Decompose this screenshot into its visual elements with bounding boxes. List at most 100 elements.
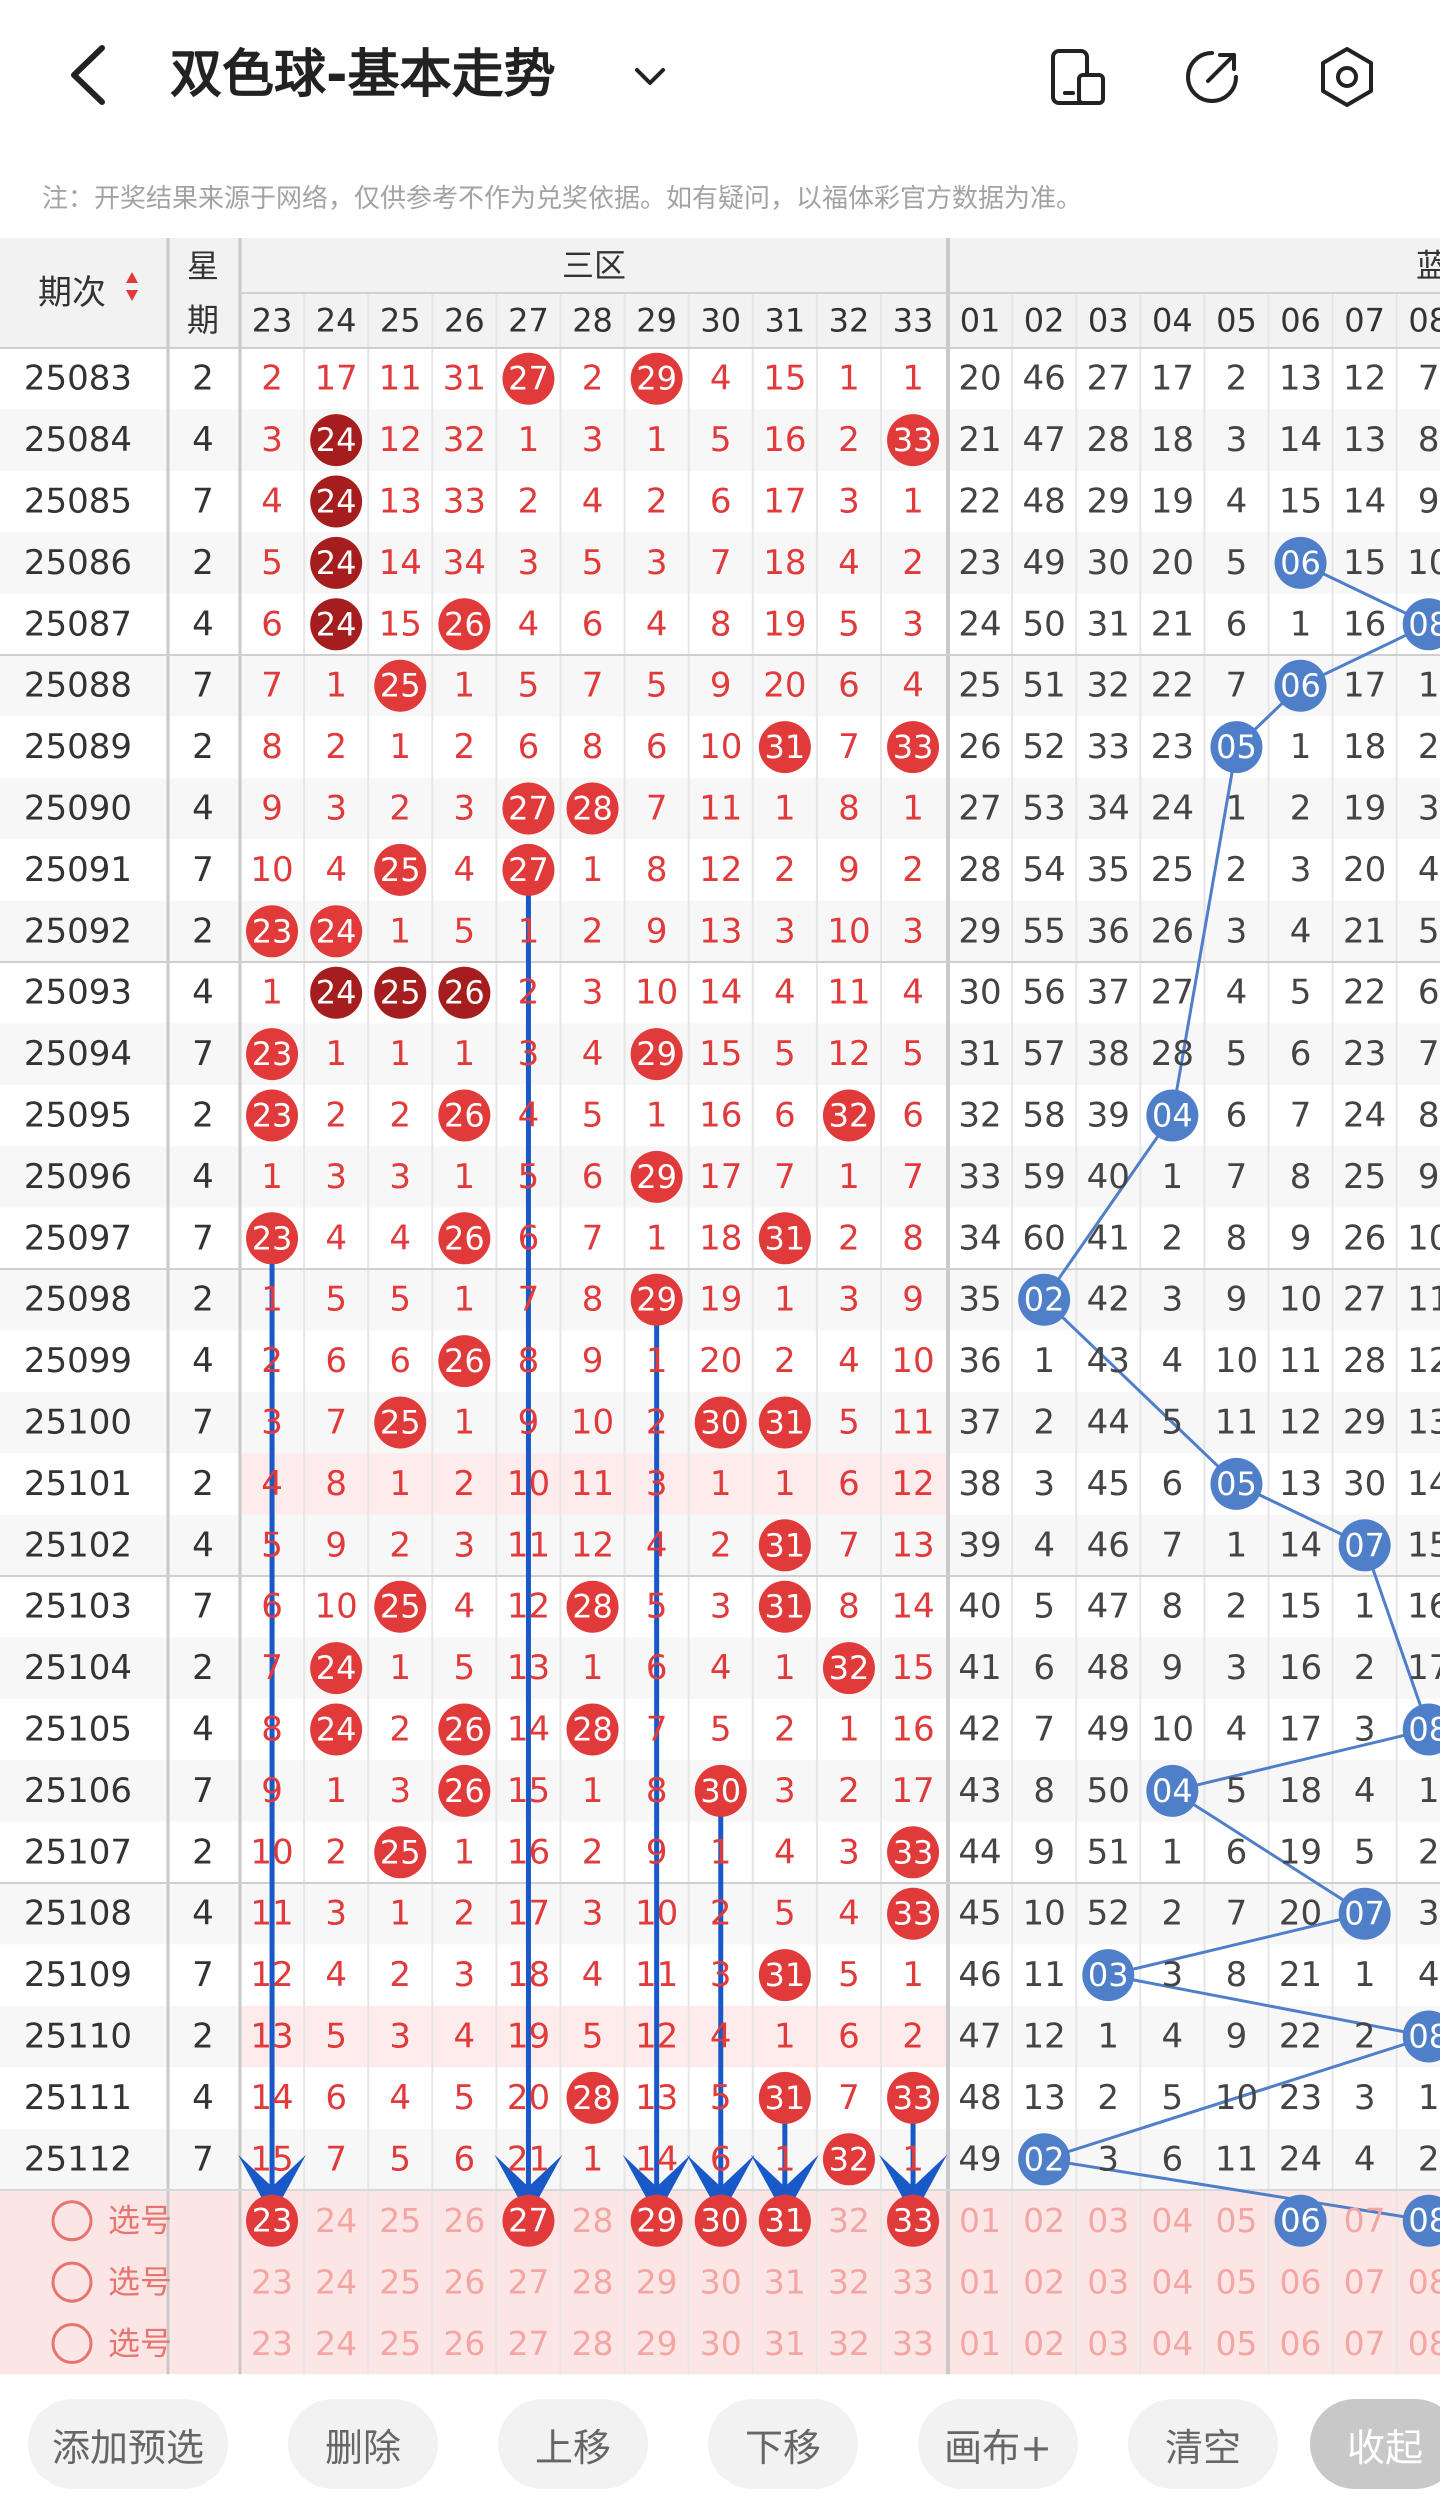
pick-blue-number[interactable]: 06 (1280, 2324, 1322, 2363)
pick-red-number[interactable]: 27 (507, 2324, 549, 2363)
period-column-header[interactable]: 期次 (38, 273, 106, 313)
pick-red-number-selected[interactable]: 30 (700, 2202, 741, 2240)
pick-red-ball-selected[interactable] (887, 2194, 940, 2247)
pick-red-number-selected[interactable]: 31 (764, 2202, 805, 2240)
pick-red-number[interactable]: 31 (764, 2263, 806, 2302)
period-cell[interactable]: 25090 (24, 789, 132, 829)
pick-blue-number[interactable]: 04 (1151, 2263, 1193, 2302)
period-cell[interactable]: 25083 (24, 359, 132, 399)
period-cell[interactable]: 25111 (24, 2078, 132, 2118)
period-cell[interactable]: 25103 (24, 1587, 132, 1627)
pick-blue-number[interactable]: 02 (1023, 2263, 1065, 2302)
pick-red-number[interactable]: 24 (315, 2263, 357, 2302)
pick-blue-number[interactable]: 03 (1087, 2201, 1129, 2240)
period-cell[interactable]: 25084 (24, 420, 132, 460)
period-cell[interactable]: 25095 (24, 1096, 132, 1136)
pick-red-number[interactable]: 29 (636, 2324, 678, 2363)
pick-blue-number[interactable]: 01 (959, 2324, 1001, 2363)
clear-button[interactable]: 清空 (1128, 2399, 1278, 2489)
period-cell[interactable]: 25086 (24, 543, 132, 583)
pick-blue-ball-selected[interactable] (1402, 2194, 1440, 2247)
pick-red-number[interactable]: 24 (315, 2324, 357, 2363)
pick-blue-number[interactable]: 07 (1344, 2263, 1386, 2302)
select-radio[interactable] (51, 2261, 93, 2303)
chevron-down-icon[interactable] (625, 52, 675, 102)
period-cell[interactable]: 25112 (24, 2139, 132, 2179)
pick-blue-number[interactable]: 07 (1344, 2324, 1386, 2363)
period-cell[interactable]: 25088 (24, 666, 132, 706)
period-cell[interactable]: 25109 (24, 1955, 132, 1995)
pick-red-number[interactable]: 26 (443, 2201, 485, 2240)
pick-blue-number[interactable]: 08 (1408, 2324, 1440, 2363)
pick-red-number[interactable]: 31 (764, 2324, 806, 2363)
pick-red-number-selected[interactable]: 29 (636, 2202, 677, 2240)
pick-blue-number[interactable]: 02 (1023, 2324, 1065, 2363)
pick-red-ball-selected[interactable] (630, 2194, 683, 2247)
period-cell[interactable]: 25087 (24, 604, 132, 644)
select-label[interactable]: 选号 (108, 2263, 172, 2301)
pick-red-number[interactable]: 24 (315, 2201, 357, 2240)
pick-red-number[interactable]: 32 (828, 2201, 870, 2240)
pick-red-number[interactable]: 33 (892, 2263, 934, 2302)
pick-red-number[interactable]: 25 (379, 2324, 421, 2363)
pick-blue-number[interactable]: 04 (1151, 2201, 1193, 2240)
pick-blue-number[interactable]: 06 (1280, 2263, 1322, 2302)
page-title[interactable]: 双色球-基本走势 (170, 45, 556, 105)
pick-red-number[interactable]: 30 (700, 2324, 742, 2363)
pick-blue-number[interactable]: 03 (1087, 2324, 1129, 2363)
pick-red-ball-selected[interactable] (694, 2194, 747, 2247)
pick-blue-ball-selected[interactable] (1274, 2194, 1327, 2247)
select-label[interactable]: 选号 (108, 2202, 172, 2240)
period-cell[interactable]: 25085 (24, 482, 132, 522)
sort-up-icon[interactable] (126, 272, 138, 283)
period-cell[interactable]: 25108 (24, 1894, 132, 1934)
pick-red-number-selected[interactable]: 27 (508, 2202, 549, 2240)
pick-red-number[interactable]: 25 (379, 2263, 421, 2302)
device-rotate-icon[interactable] (1045, 45, 1109, 109)
pick-blue-number[interactable]: 08 (1408, 2263, 1440, 2302)
move-down-button[interactable]: 下移 (708, 2399, 858, 2489)
pick-blue-number[interactable]: 02 (1023, 2201, 1065, 2240)
canvas-add-button[interactable]: 画布+ (918, 2399, 1078, 2489)
pick-blue-number-selected[interactable]: 08 (1408, 2202, 1440, 2240)
pick-red-number[interactable]: 32 (828, 2263, 870, 2302)
pick-red-number-selected[interactable]: 33 (893, 2202, 934, 2240)
period-cell[interactable]: 25102 (24, 1525, 132, 1565)
pick-red-number[interactable]: 29 (636, 2263, 678, 2302)
select-radio[interactable] (51, 2323, 93, 2364)
pick-red-number[interactable]: 26 (443, 2263, 485, 2302)
period-cell[interactable]: 25096 (24, 1157, 132, 1197)
period-cell[interactable]: 25091 (24, 850, 132, 890)
delete-button[interactable]: 删除 (288, 2399, 438, 2489)
pick-red-number[interactable]: 23 (251, 2324, 293, 2363)
pick-red-number[interactable]: 32 (828, 2324, 870, 2363)
pick-blue-number[interactable]: 01 (959, 2263, 1001, 2302)
pick-blue-number[interactable]: 05 (1215, 2201, 1257, 2240)
sort-down-icon[interactable] (126, 290, 138, 301)
select-radio[interactable] (51, 2200, 93, 2242)
period-cell[interactable]: 25101 (24, 1464, 132, 1504)
pick-red-number[interactable]: 26 (443, 2324, 485, 2363)
period-cell[interactable]: 25099 (24, 1341, 132, 1381)
period-cell[interactable]: 25098 (24, 1280, 132, 1320)
period-cell[interactable]: 25092 (24, 911, 132, 951)
collapse-button[interactable]: 收起 (1310, 2399, 1440, 2489)
period-cell[interactable]: 25093 (24, 973, 132, 1013)
period-cell[interactable]: 25110 (24, 2017, 132, 2057)
share-icon[interactable] (1180, 45, 1244, 109)
period-cell[interactable]: 25107 (24, 1832, 132, 1872)
settings-icon[interactable] (1315, 45, 1379, 109)
pick-blue-number[interactable]: 07 (1344, 2201, 1386, 2240)
period-cell[interactable]: 25105 (24, 1710, 132, 1750)
pick-red-number[interactable]: 33 (892, 2324, 934, 2363)
pick-red-number[interactable]: 30 (700, 2263, 742, 2302)
pick-red-number[interactable]: 23 (251, 2263, 293, 2302)
pick-red-ball-selected[interactable] (758, 2194, 811, 2247)
pick-red-number[interactable]: 28 (572, 2263, 614, 2302)
period-cell[interactable]: 25104 (24, 1648, 132, 1688)
move-up-button[interactable]: 上移 (498, 2399, 648, 2489)
pick-blue-number[interactable]: 05 (1215, 2263, 1257, 2302)
back-arrow-icon[interactable] (60, 40, 120, 110)
pick-red-ball-selected[interactable] (246, 2194, 299, 2247)
pick-blue-number[interactable]: 05 (1215, 2324, 1257, 2363)
